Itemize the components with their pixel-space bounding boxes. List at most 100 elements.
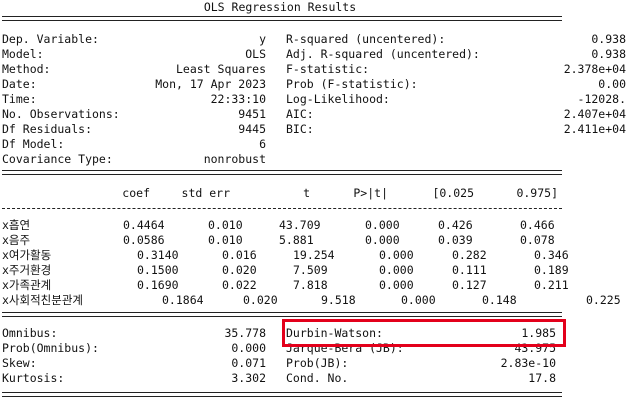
row-name: x음주	[2, 233, 31, 247]
header-label: Adj. R-squared (uncentered):	[286, 47, 480, 61]
diag-label-durbin-watson: Durbin-Watson:	[286, 326, 383, 340]
durbin-watson-highlight-box	[282, 319, 566, 347]
row-name: x주거환경	[2, 263, 52, 277]
cell-stderr: 0.010	[208, 233, 243, 247]
header-value: Mon, 17 Apr 2023	[155, 77, 266, 91]
cell-stderr: 0.020	[222, 263, 257, 277]
col-header-coef: coef	[122, 186, 150, 200]
header-label: Model:	[2, 47, 44, 61]
diag-value: 17.8	[528, 371, 556, 385]
header-label: No. Observations:	[2, 107, 120, 121]
header-label: Df Model:	[2, 137, 65, 151]
cell-lower: 0.148	[482, 293, 517, 307]
col-header-t: t	[303, 186, 310, 200]
cell-coef: 0.1864	[162, 293, 204, 307]
cell-lower: 0.426	[438, 218, 473, 232]
diag-label: Prob(JB):	[286, 356, 349, 370]
header-value: 9445	[238, 122, 266, 136]
col-header-upper: 0.975]	[516, 186, 558, 200]
col-header-lower: [0.025	[432, 186, 474, 200]
diag-value: 3.302	[231, 371, 266, 385]
header-value: y	[259, 32, 266, 46]
header-value: 6	[259, 137, 266, 151]
cell-lower: 0.039	[438, 233, 473, 247]
cell-upper: 0.078	[520, 233, 555, 247]
header-value: -12028.	[577, 92, 626, 106]
cell-coef: 0.3140	[137, 248, 179, 262]
header-label: Method:	[2, 62, 51, 76]
header-value: 0.938	[591, 32, 626, 46]
diag-value: 35.778	[224, 326, 266, 340]
header-value: nonrobust	[203, 152, 266, 166]
header-value: 0.938	[591, 47, 626, 61]
cell-lower: 0.111	[452, 263, 487, 277]
cell-t: 19.254	[293, 248, 335, 262]
cell-upper: 0.211	[534, 278, 569, 292]
separator-top	[2, 16, 562, 21]
header-label: Dep. Variable:	[2, 32, 99, 46]
header-label: BIC:	[286, 122, 314, 136]
header-value: 9451	[238, 107, 266, 121]
col-header-p: P>|t|	[353, 186, 388, 200]
cell-t: 9.518	[321, 293, 356, 307]
row-name: x가족관계	[2, 278, 52, 292]
cell-p: 0.000	[401, 293, 436, 307]
header-label: Covariance Type:	[2, 152, 113, 166]
cell-upper: 0.346	[534, 248, 569, 262]
cell-coef: 0.1690	[137, 278, 179, 292]
header-label: R-squared (uncentered):	[286, 32, 446, 46]
header-label: Df Residuals:	[2, 122, 93, 136]
separator-header	[2, 170, 562, 175]
row-name: x사회적친분관계	[2, 293, 83, 307]
header-value: Least Squares	[175, 62, 266, 76]
header-value: 22:33:10	[210, 92, 266, 106]
header-value: OLS	[245, 47, 266, 61]
header-label: Time:	[2, 92, 37, 106]
diag-label: Prob(Omnibus):	[2, 341, 99, 355]
diag-value: 0.071	[231, 356, 266, 370]
header-label: Log-Likelihood:	[286, 92, 390, 106]
cell-stderr: 0.022	[222, 278, 257, 292]
diag-value: 2.83e-10	[500, 356, 556, 370]
separator-bottom	[2, 392, 562, 397]
diag-label: Skew:	[2, 356, 37, 370]
diag-label: Cond. No.	[286, 371, 349, 385]
cell-lower: 0.282	[452, 248, 487, 262]
header-label: F-statistic:	[286, 62, 370, 76]
cell-coef: 0.4464	[123, 218, 165, 232]
header-value: 2.378e+04	[563, 62, 626, 76]
cell-p: 0.000	[379, 248, 414, 262]
header-label: Prob (F-statistic):	[286, 77, 418, 91]
cell-upper: 0.189	[534, 263, 569, 277]
separator-coef-top	[2, 208, 562, 209]
cell-coef: 0.0586	[123, 233, 165, 247]
cell-p: 0.000	[379, 263, 414, 277]
cell-upper: 0.466	[520, 218, 555, 232]
row-name: x여가활동	[2, 248, 52, 262]
cell-lower: 0.127	[452, 278, 487, 292]
cell-p: 0.000	[379, 278, 414, 292]
cell-p: 0.000	[365, 233, 400, 247]
separator-coef-bottom	[2, 312, 562, 317]
header-value: 2.407e+04	[563, 107, 626, 121]
cell-p: 0.000	[365, 218, 400, 232]
cell-upper: 0.225	[586, 293, 621, 307]
cell-stderr: 0.010	[208, 218, 243, 232]
cell-t: 5.881	[279, 233, 314, 247]
diag-value: 0.000	[231, 341, 266, 355]
cell-t: 7.818	[293, 278, 328, 292]
page-title: OLS Regression Results	[203, 0, 357, 14]
diag-label: Kurtosis:	[2, 371, 65, 385]
diag-label: Omnibus:	[2, 326, 58, 340]
row-name: x흡연	[2, 218, 31, 232]
diag-value-durbin-watson: 1.985	[521, 326, 556, 340]
cell-coef: 0.1500	[137, 263, 179, 277]
cell-stderr: 0.020	[243, 293, 278, 307]
col-header-stderr: std err	[181, 186, 230, 200]
cell-t: 43.709	[279, 218, 321, 232]
header-value: 0.00	[598, 77, 626, 91]
header-label: Date:	[2, 77, 37, 91]
header-label: AIC:	[286, 107, 314, 121]
cell-stderr: 0.016	[222, 248, 257, 262]
